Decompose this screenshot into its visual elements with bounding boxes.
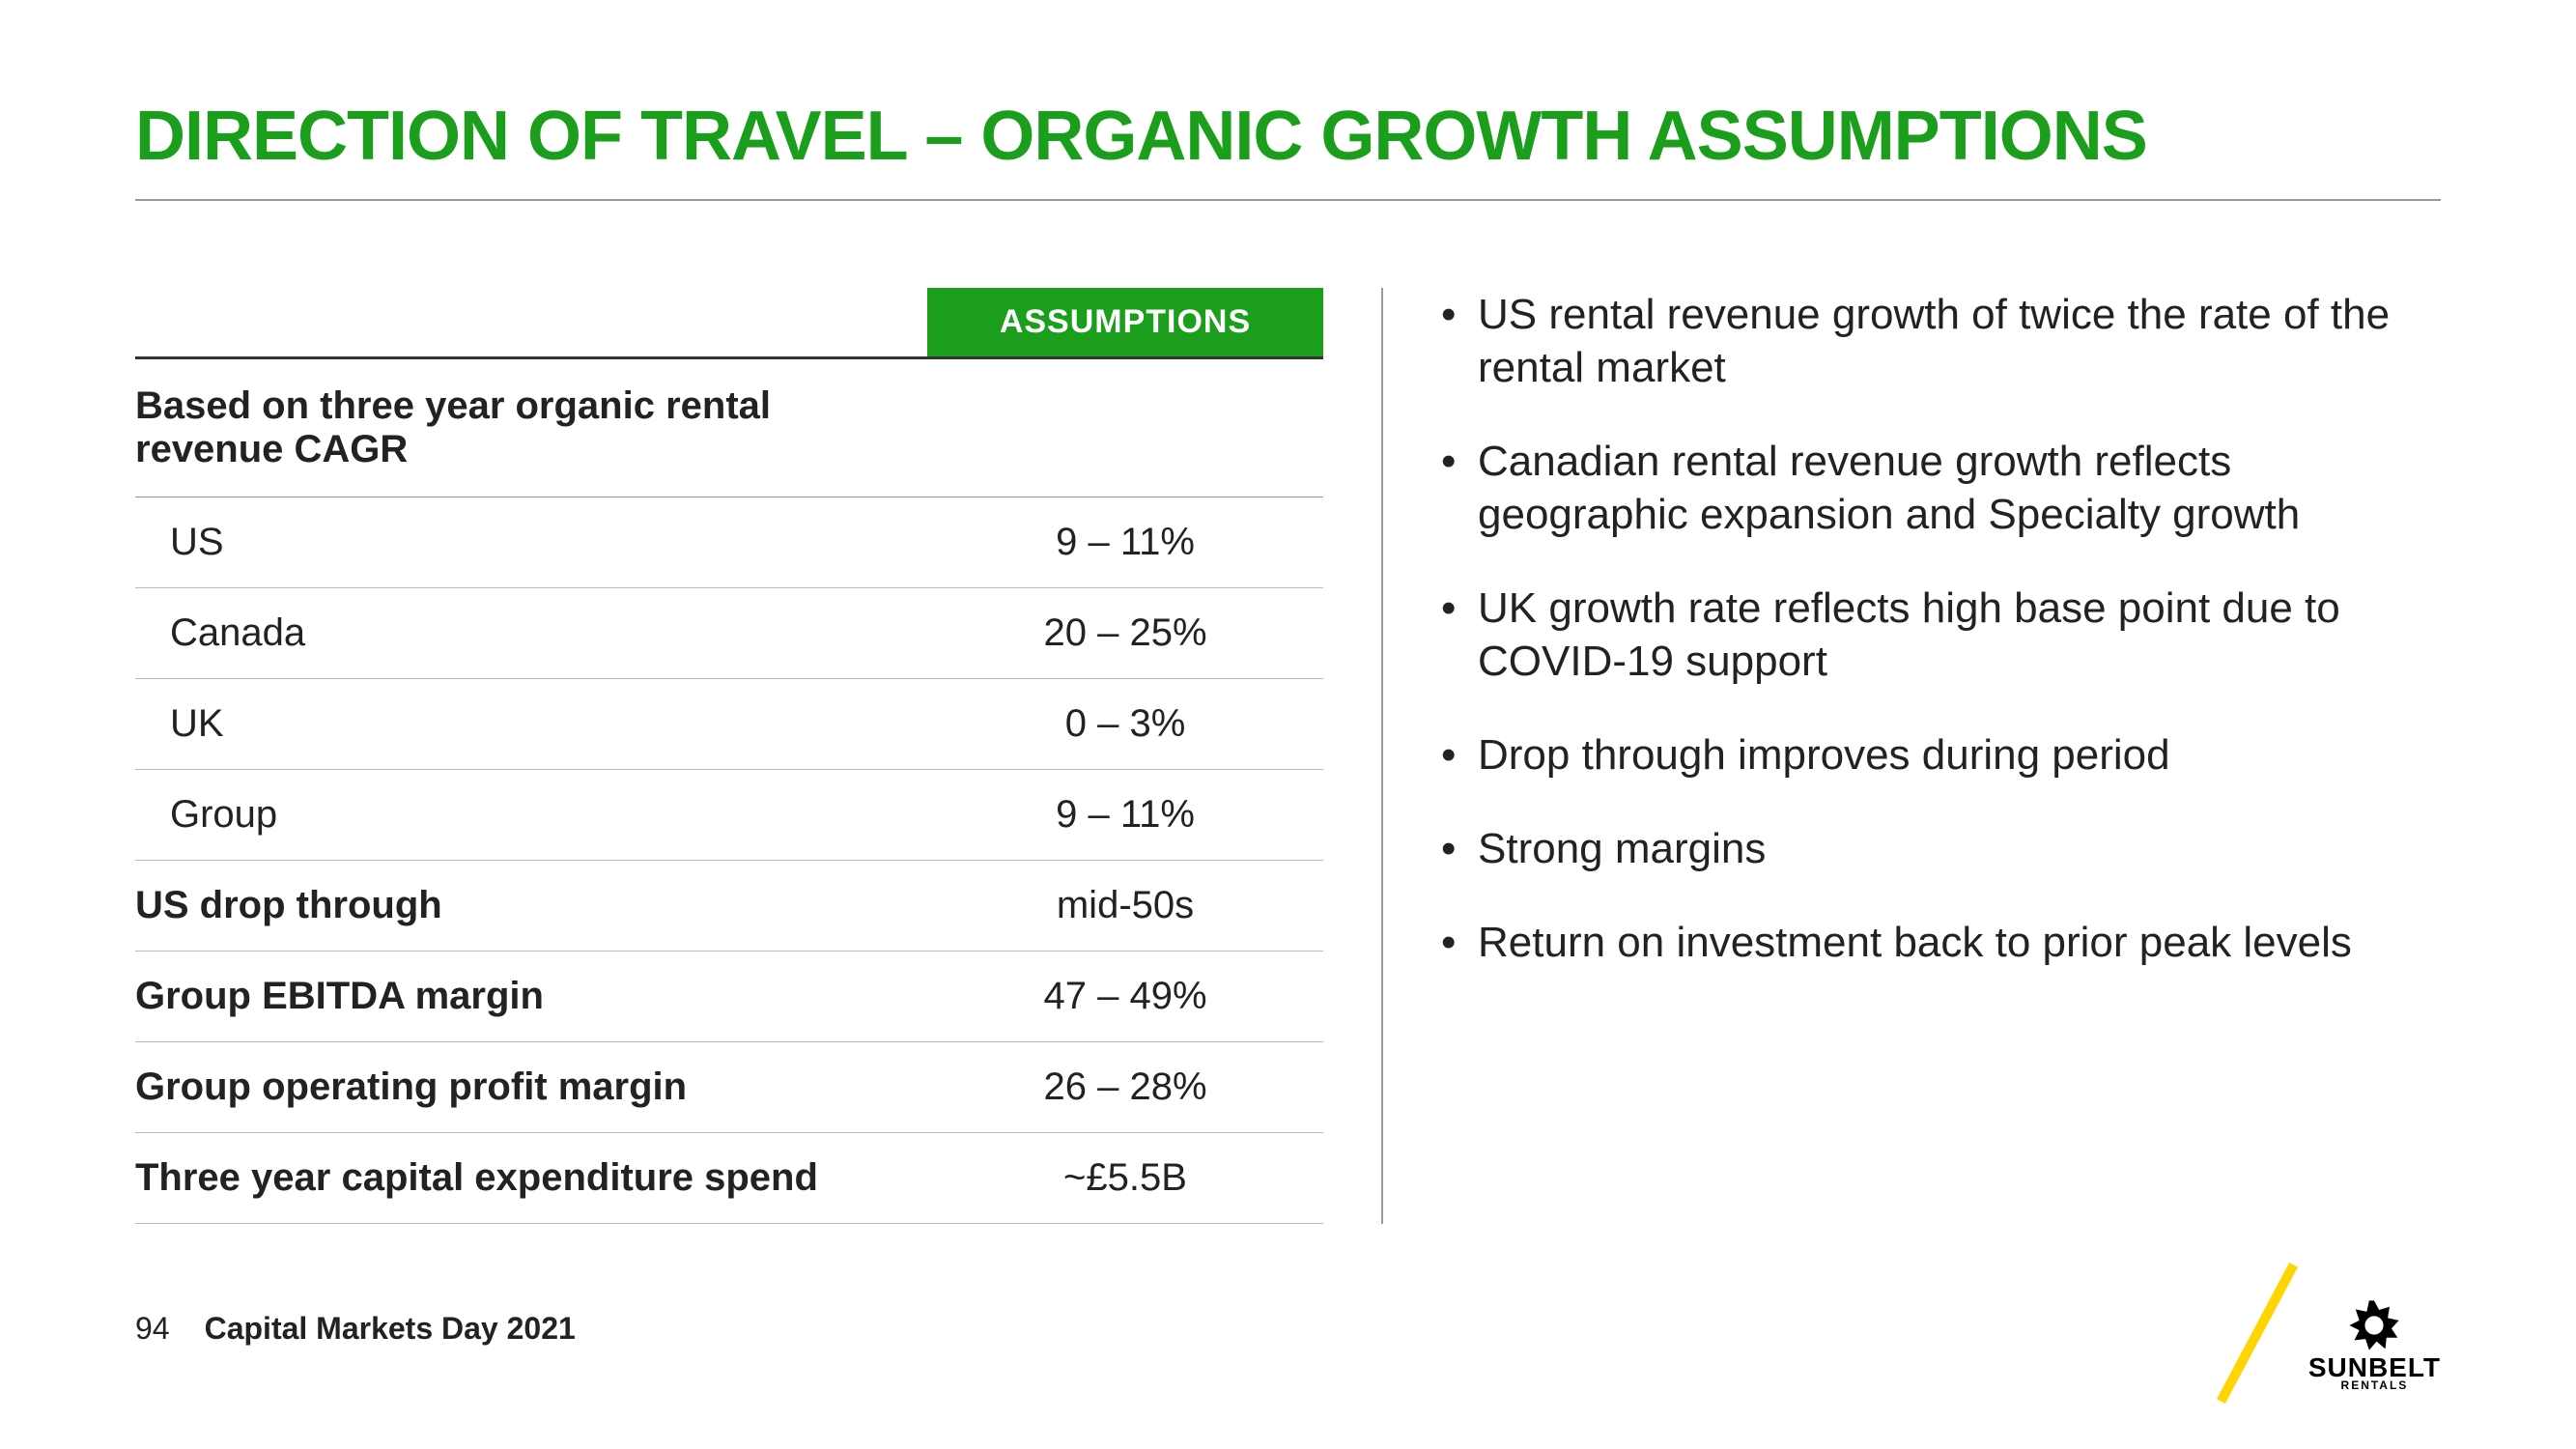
row-label: Three year capital expenditure spend <box>135 1156 927 1200</box>
logo-text: SUNBELT <box>2308 1356 2441 1379</box>
table-row: Three year capital expenditure spend~£5.… <box>135 1133 1323 1224</box>
table-header-row: ASSUMPTIONS <box>135 288 1323 359</box>
logo-subtext: RENTALS <box>2341 1379 2409 1391</box>
assumptions-table: ASSUMPTIONS Based on three year organic … <box>135 288 1323 1224</box>
bullet-item: Drop through improves during period <box>1441 728 2441 781</box>
table-row: Group operating profit margin26 – 28% <box>135 1042 1323 1133</box>
page-number: 94 <box>135 1311 170 1347</box>
footer-left: 94 Capital Markets Day 2021 <box>135 1311 576 1347</box>
row-value: 47 – 49% <box>927 975 1323 1018</box>
table-row: US9 – 11% <box>135 497 1323 588</box>
row-label: Group operating profit margin <box>135 1065 927 1109</box>
title-rule <box>135 199 2441 201</box>
row-value: 0 – 3% <box>927 702 1323 746</box>
row-value: mid-50s <box>927 884 1323 927</box>
row-value: 26 – 28% <box>927 1065 1323 1109</box>
table-row: US drop throughmid-50s <box>135 861 1323 952</box>
row-label: US drop through <box>135 884 927 927</box>
row-value: ~£5.5B <box>927 1156 1323 1200</box>
brand-logo: SUNBELT RENTALS <box>2308 1294 2441 1391</box>
row-value: 20 – 25% <box>927 611 1323 655</box>
table-column: ASSUMPTIONS Based on three year organic … <box>135 288 1381 1224</box>
row-label: UK <box>135 702 927 746</box>
bullet-list: US rental revenue growth of twice the ra… <box>1441 288 2441 969</box>
footer: 94 Capital Markets Day 2021 SUNBELT RENT… <box>135 1265 2441 1391</box>
bullet-item: Return on investment back to prior peak … <box>1441 916 2441 969</box>
row-value: 9 – 11% <box>927 793 1323 837</box>
table-row: UK0 – 3% <box>135 679 1323 770</box>
page-title: DIRECTION OF TRAVEL – ORGANIC GROWTH ASS… <box>135 97 2441 176</box>
section-header-label: Based on three year organic rental reven… <box>135 384 927 471</box>
row-label: Group <box>135 793 927 837</box>
table-row: Canada20 – 25% <box>135 588 1323 679</box>
row-label: Canada <box>135 611 927 655</box>
slash-icon <box>2214 1265 2301 1391</box>
bullet-item: US rental revenue growth of twice the ra… <box>1441 288 2441 394</box>
table-row: Group9 – 11% <box>135 770 1323 861</box>
gear-icon <box>2343 1294 2405 1356</box>
slide: DIRECTION OF TRAVEL – ORGANIC GROWTH ASS… <box>0 0 2576 1449</box>
section-header-value <box>927 384 1323 471</box>
bullets-column: US rental revenue growth of twice the ra… <box>1381 288 2441 1224</box>
bullet-item: Strong margins <box>1441 822 2441 875</box>
table-section-header: Based on three year organic rental reven… <box>135 359 1323 497</box>
assumptions-badge: ASSUMPTIONS <box>927 288 1323 356</box>
bullet-item: Canadian rental revenue growth reflects … <box>1441 435 2441 541</box>
table-row: Group EBITDA margin47 – 49% <box>135 952 1323 1042</box>
footer-right: SUNBELT RENTALS <box>2214 1265 2441 1391</box>
header-spacer <box>135 288 927 356</box>
bullet-item: UK growth rate reflects high base point … <box>1441 582 2441 688</box>
row-value: 9 – 11% <box>927 521 1323 564</box>
footer-label: Capital Markets Day 2021 <box>205 1311 576 1347</box>
row-label: US <box>135 521 927 564</box>
content-area: ASSUMPTIONS Based on three year organic … <box>135 288 2441 1224</box>
row-label: Group EBITDA margin <box>135 975 927 1018</box>
